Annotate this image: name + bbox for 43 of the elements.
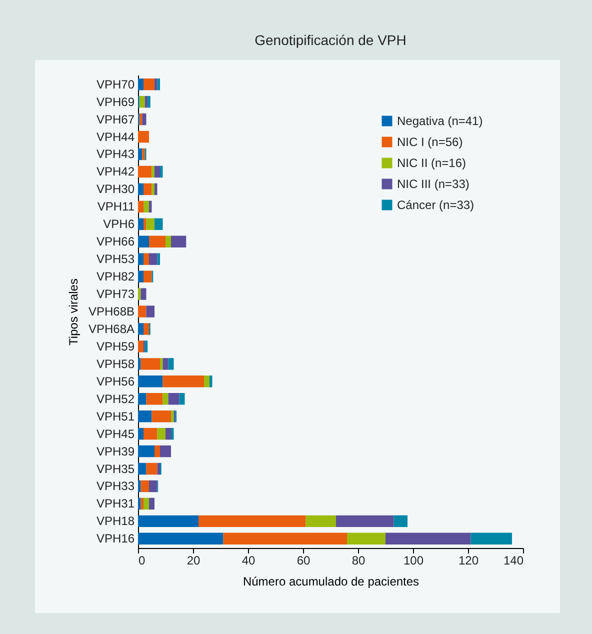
x-tick-label: 140	[503, 554, 524, 568]
y-tick-label: VPH6	[103, 217, 135, 232]
y-tick-label: VPH35	[96, 462, 135, 476]
x-tick-label: 0	[138, 554, 146, 568]
y-tick-label: VPH82	[96, 270, 135, 284]
legend-label: Cáncer (n=33)	[397, 198, 474, 212]
y-tick-label: VPH53	[96, 252, 135, 266]
y-tick-label: VPH16	[96, 532, 135, 546]
y-tick-label: VPH11	[97, 200, 135, 214]
legend-label: Negativa (n=41)	[397, 114, 483, 128]
y-axis-title: Tipos virales	[66, 278, 80, 346]
y-tick-label: VPH39	[96, 444, 135, 458]
y-tick-label: VPH68A	[88, 322, 134, 336]
y-tick-label: VPH66	[96, 234, 135, 249]
x-tick-label: 120	[458, 554, 479, 568]
x-tick-label: 100	[403, 554, 424, 568]
y-tick-label: VPH56	[96, 374, 135, 388]
legend-label: NIC I (n=56)	[397, 135, 463, 149]
x-tick-label: 40	[242, 554, 256, 568]
y-tick-label: VPH70	[96, 77, 135, 92]
legend-label: NIC II (n=16)	[397, 156, 466, 170]
y-tick-label: VPH43	[96, 147, 135, 162]
y-tick-label: VPH67	[96, 112, 135, 126]
y-tick-label: VPH44	[96, 130, 135, 144]
y-tick-label: VPH52	[96, 392, 135, 406]
y-tick-label: VPH45	[96, 426, 135, 441]
x-tick-label: 20	[186, 554, 200, 568]
y-tick-label: VPH42	[96, 164, 135, 179]
y-tick-label: VPH18	[96, 514, 135, 528]
y-tick-label: VPH51	[96, 409, 135, 424]
y-tick-label: VPH30	[96, 182, 135, 196]
x-tick-label: 60	[296, 554, 310, 568]
y-tick-label: VPH68B	[88, 304, 134, 318]
y-tick-label: VPH73	[96, 287, 135, 302]
y-tick-label: VPH33	[96, 479, 135, 494]
y-tick-label: VPH58	[96, 356, 135, 371]
x-tick-label: 80	[352, 554, 366, 568]
x-axis-title: Número acumulado de pacientes	[242, 574, 420, 588]
y-tick-label: VPH59	[96, 339, 135, 354]
chart-title: Genotipificación de VPH	[254, 32, 406, 48]
y-tick-label: VPH69	[96, 94, 135, 109]
legend-label: NIC III (n=33)	[397, 177, 470, 191]
y-tick-label: VPH31	[96, 496, 135, 511]
